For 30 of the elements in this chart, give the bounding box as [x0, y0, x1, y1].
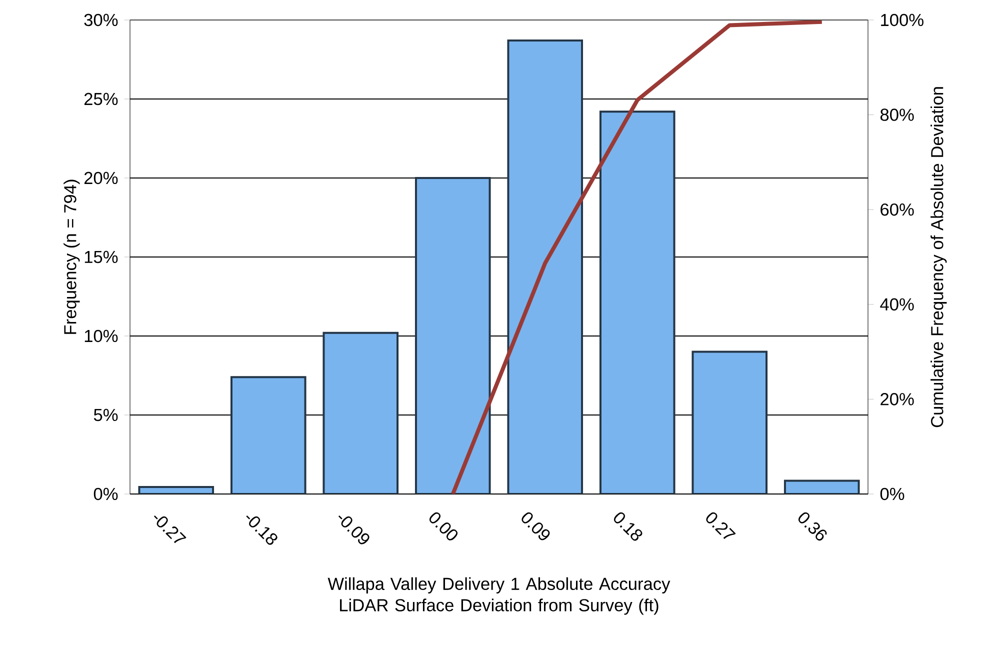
x-tick-label: -0.09: [338, 515, 370, 544]
x-tick-label: 0.09: [522, 512, 550, 540]
bar: [416, 178, 490, 494]
x-tick-label: -0.27: [154, 515, 186, 544]
y-tick-label: 0%: [94, 488, 118, 500]
bar: [600, 112, 674, 494]
bar: [324, 332, 398, 494]
y2-tick-label: 100%: [881, 14, 924, 26]
x-tick-label: 0.18: [614, 512, 642, 541]
y2-tick-label: 0%: [880, 488, 904, 500]
y-axis-title: Frequency (n = 794): [64, 180, 80, 334]
x-tick-label: 0.00: [429, 512, 458, 540]
x-axis-title: Willapa Valley Delivery 1 Absolute Accuracy LiDAR Surface Deviation from Survey (ft): [328, 577, 670, 615]
y-tick-label: 5%: [94, 408, 118, 422]
x-tick-label: 0.36: [798, 512, 827, 541]
y2-tick-label: 20%: [880, 393, 914, 406]
y-tick-label: 20%: [84, 172, 118, 184]
y2-tick-label: 40%: [880, 298, 914, 311]
bar: [231, 377, 306, 494]
y2-tick-label: 80%: [880, 108, 914, 121]
line-series: [450, 20, 824, 494]
y-tick-label: 25%: [84, 92, 118, 106]
y2-axis-title: Cumulative Frequency of Absolute Deviation: [930, 87, 947, 428]
y-tick-label: 30%: [84, 14, 118, 26]
y-tick-label: 10%: [84, 330, 118, 342]
bar: [692, 352, 767, 494]
y-tick-label: 15%: [84, 250, 118, 264]
bar: [508, 40, 582, 494]
x-tick-label: 0.27: [706, 512, 736, 540]
y2-tick-label: 60%: [880, 203, 914, 216]
